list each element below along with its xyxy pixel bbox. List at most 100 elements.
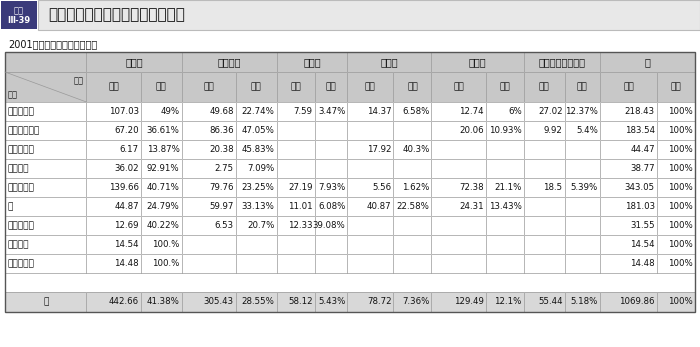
Text: 20.06: 20.06 [459,126,484,135]
Bar [236,159,276,178]
Bar [315,216,347,235]
Bar [5,72,87,102]
Bar [524,52,600,72]
Bar [565,197,600,216]
Bar [87,216,141,235]
Text: 305.43: 305.43 [204,297,234,306]
Bar [565,72,600,102]
Bar [431,216,486,235]
Bar [181,140,236,159]
Text: Ⅲ-39: Ⅲ-39 [8,16,31,25]
Bar [657,72,695,102]
Bar [657,102,695,121]
Text: 10.93%: 10.93% [489,126,522,135]
Bar [87,235,141,254]
Text: 計: 計 [43,297,48,306]
Bar [87,254,141,273]
Text: 分野: 分野 [8,90,18,99]
Bar [347,235,393,254]
Text: 図表: 図表 [14,7,24,16]
Bar [181,254,236,273]
Bar [236,197,276,216]
Text: 49.68: 49.68 [209,107,234,116]
Bar [431,140,486,159]
Bar [38,0,700,30]
Bar [524,159,565,178]
Bar [276,292,315,312]
Bar [315,292,347,312]
Bar [347,292,393,312]
Bar [347,197,393,216]
Bar [141,292,181,312]
Bar [236,292,276,312]
Text: 22.58%: 22.58% [397,202,430,211]
Bar [393,121,431,140]
Bar [87,197,141,216]
Text: 40.3%: 40.3% [402,145,430,154]
Bar [600,102,657,121]
Bar [486,140,524,159]
Text: 14.37: 14.37 [367,107,391,116]
Bar [315,216,347,235]
Bar [600,72,657,102]
Text: 5.43%: 5.43% [318,297,345,306]
Text: 27.19: 27.19 [288,183,313,192]
Bar [565,140,600,159]
Bar [393,216,431,235]
Bar [657,235,695,254]
Bar [87,292,141,312]
Bar [431,121,486,140]
Bar [600,216,657,235]
Bar [486,72,524,102]
Bar [600,121,657,140]
Bar [87,159,141,178]
Bar [276,178,315,197]
Text: 139.66: 139.66 [108,183,139,192]
Bar [315,72,347,102]
Bar [276,52,347,72]
Bar [393,178,431,197]
Bar [486,216,524,235]
Bar [565,72,600,102]
Bar [524,292,565,312]
Text: 36.02: 36.02 [114,164,139,173]
Text: 9.92: 9.92 [544,126,563,135]
Bar [141,178,181,197]
Bar [5,52,695,312]
Bar [657,102,695,121]
Bar [276,140,315,159]
Text: 31.55: 31.55 [630,221,655,230]
Text: 55.44: 55.44 [538,297,563,306]
Bar [5,216,87,235]
Text: 割合: 割合 [326,83,337,92]
Bar [276,159,315,178]
Bar [524,102,565,121]
Bar [347,102,393,121]
Bar [565,292,600,312]
Bar [141,102,181,121]
Bar [5,197,87,216]
Bar [486,178,524,197]
Text: 6%: 6% [508,107,522,116]
Text: 環　　境: 環 境 [8,164,29,173]
Bar [431,52,524,72]
Bar [393,292,431,312]
Bar [347,292,393,312]
Bar [524,197,565,216]
Text: 24.79%: 24.79% [147,202,180,211]
Bar [486,254,524,273]
Bar [431,121,486,140]
Bar [657,178,695,197]
Bar [431,235,486,254]
Bar [486,197,524,216]
Bar [236,102,276,121]
Text: 14.48: 14.48 [114,259,139,268]
Text: 100%: 100% [668,202,693,211]
Bar [315,178,347,197]
Bar [236,102,276,121]
Bar [431,254,486,273]
Text: 12.33: 12.33 [288,221,313,230]
Text: 28.55%: 28.55% [241,297,274,306]
Text: 92.91%: 92.91% [147,164,180,173]
Text: 13.43%: 13.43% [489,202,522,211]
